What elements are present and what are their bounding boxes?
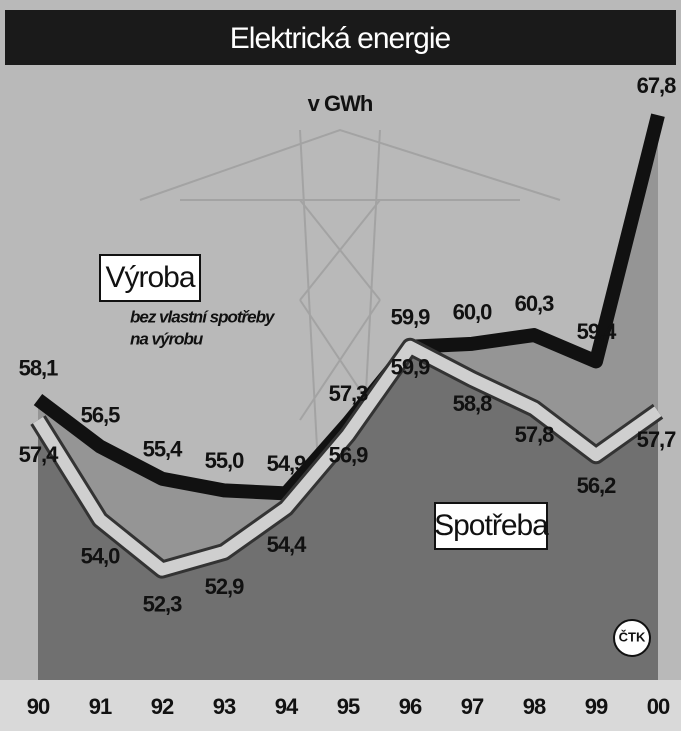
data-label: 60,3	[515, 291, 555, 316]
data-label: 55,0	[205, 448, 245, 473]
x-tick-label: 98	[523, 694, 546, 719]
source-logo: ČTK	[619, 629, 646, 644]
axis-strip	[0, 680, 681, 731]
data-label: 55,4	[143, 437, 184, 462]
x-tick-label: 94	[275, 694, 299, 719]
data-label: 57,7	[637, 427, 677, 452]
data-label: 52,9	[205, 574, 245, 599]
data-label: 54,9	[267, 451, 307, 476]
data-label: 59,4	[577, 319, 618, 344]
data-label: 57,3	[329, 381, 369, 406]
data-label: 60,0	[453, 300, 493, 325]
x-tick-label: 93	[213, 694, 236, 719]
x-tick-label: 00	[647, 694, 670, 719]
logo-circle	[613, 619, 651, 657]
data-label: 56,2	[577, 473, 617, 498]
legend-label: Výroba	[105, 261, 195, 294]
x-tick-label: 91	[89, 694, 112, 719]
subtitle: v GWh	[308, 91, 373, 116]
x-tick-label: 99	[585, 694, 608, 719]
area	[38, 346, 658, 680]
annotation: bez vlastní spotřeby	[130, 307, 276, 326]
data-label: 59,9	[391, 355, 431, 380]
data-label: 57,8	[515, 422, 555, 447]
data-label: 54,4	[267, 532, 308, 557]
chart-title: Elektrická energie	[230, 22, 451, 55]
line	[32, 340, 662, 576]
legend-box	[99, 254, 201, 302]
legend-label: Spotřeba	[434, 509, 549, 542]
data-label: 58,8	[453, 391, 493, 416]
x-tick-label: 96	[399, 694, 422, 719]
title-bar	[5, 10, 676, 65]
data-label: 67,8	[637, 73, 677, 98]
x-tick-label: 92	[151, 694, 174, 719]
data-label: 54,0	[81, 544, 121, 569]
x-tick-label: 90	[27, 694, 50, 719]
annotation: na výrobu	[130, 329, 204, 348]
legend-box	[434, 502, 548, 550]
data-label: 57,4	[19, 442, 60, 467]
data-label: 56,5	[81, 402, 121, 427]
data-label: 59,9	[391, 305, 431, 330]
data-label: 56,9	[329, 443, 369, 468]
x-tick-label: 97	[461, 694, 484, 719]
data-label: 52,3	[143, 591, 183, 616]
data-label: 58,1	[19, 355, 59, 380]
x-tick-label: 95	[337, 694, 360, 719]
